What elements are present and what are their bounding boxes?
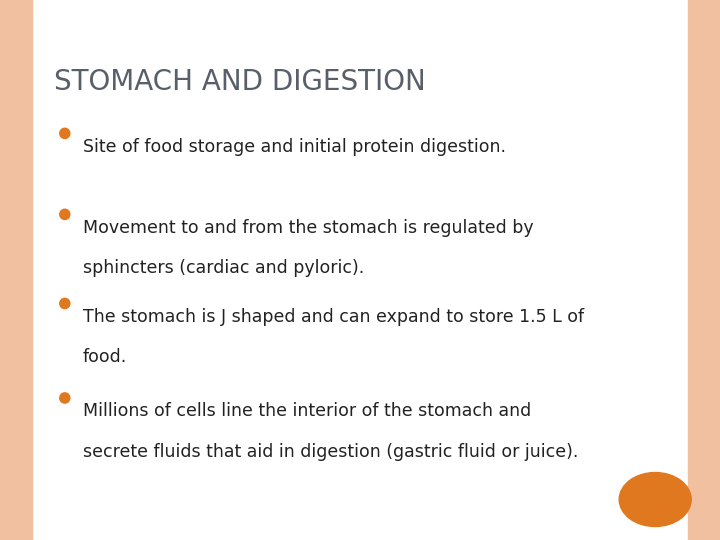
Text: Movement to and from the stomach is regulated by: Movement to and from the stomach is regu…	[83, 219, 534, 237]
Bar	[0, 0, 32, 540]
Text: The stomach is J shaped and can expand to store 1.5 L of: The stomach is J shaped and can expand t…	[83, 308, 584, 326]
Ellipse shape	[60, 128, 70, 138]
Text: sphincters (cardiac and pyloric).: sphincters (cardiac and pyloric).	[83, 259, 364, 277]
Text: Millions of cells line the interior of the stomach and: Millions of cells line the interior of t…	[83, 402, 531, 420]
Text: STOMACH AND DIGESTION: STOMACH AND DIGESTION	[54, 68, 426, 96]
Bar	[688, 0, 720, 540]
Ellipse shape	[60, 393, 70, 403]
Ellipse shape	[60, 298, 70, 308]
Text: secrete fluids that aid in digestion (gastric fluid or juice).: secrete fluids that aid in digestion (ga…	[83, 443, 578, 461]
Text: Site of food storage and initial protein digestion.: Site of food storage and initial protein…	[83, 138, 505, 156]
Circle shape	[619, 472, 691, 526]
Text: food.: food.	[83, 348, 127, 366]
Ellipse shape	[60, 209, 70, 219]
